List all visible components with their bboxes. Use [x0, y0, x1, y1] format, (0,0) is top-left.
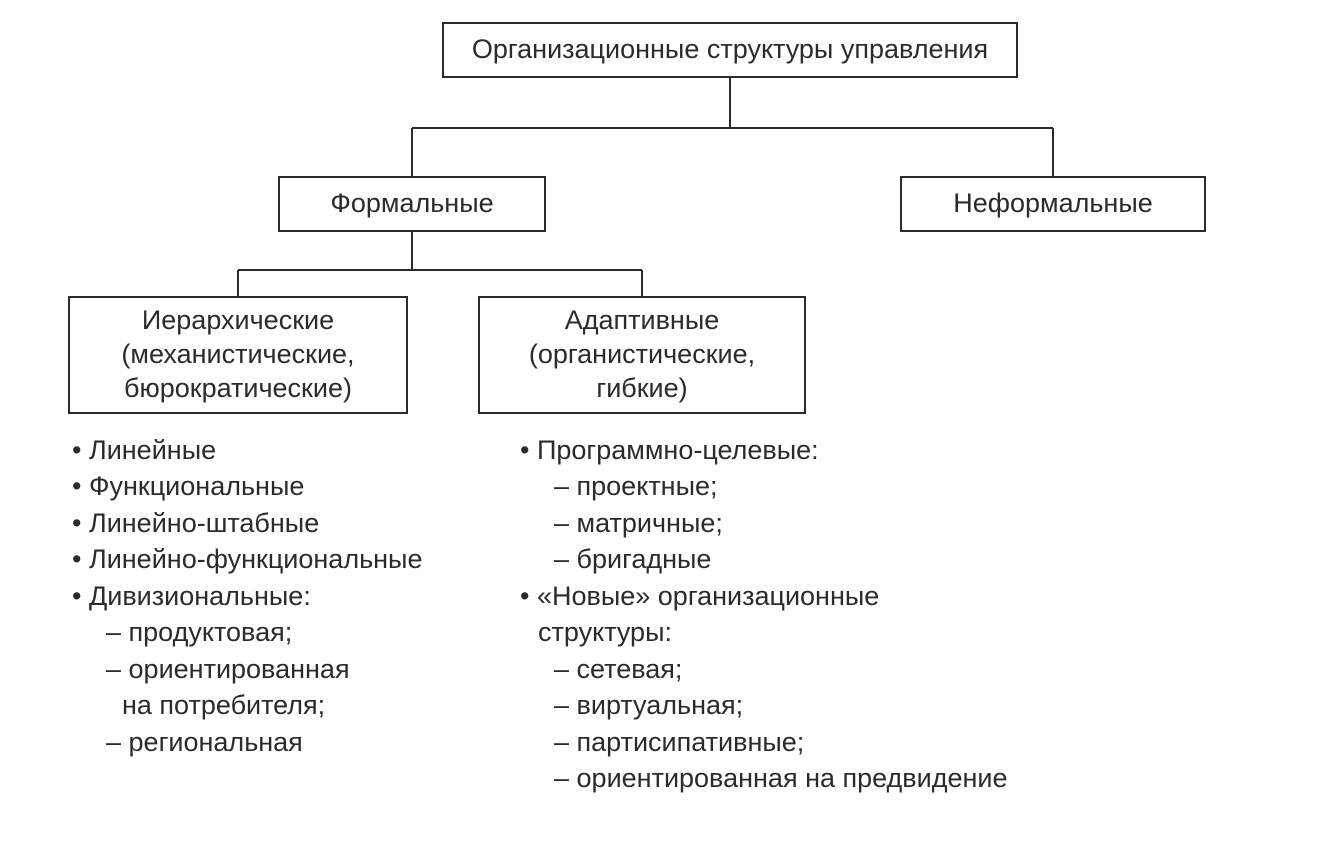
list-item: матричные;	[520, 505, 1008, 541]
list-item: продуктовая;	[72, 614, 422, 650]
list-item: партисипативные;	[520, 724, 1008, 760]
list-item: на потребителя;	[72, 687, 422, 723]
node-root-label: Организационные структуры управления	[472, 33, 988, 67]
list-item: ориентированная на предвидение	[520, 760, 1008, 796]
node-hier-line2: (механистические,	[121, 339, 354, 369]
list-item: Дивизиональные:	[72, 578, 422, 614]
node-adaptive-label: Адаптивные (органистические, гибкие)	[529, 304, 755, 405]
node-formal: Формальные	[278, 176, 546, 232]
list-item: бригадные	[520, 541, 1008, 577]
node-adapt-line2: (органистические,	[529, 339, 755, 369]
node-adaptive: Адаптивные (органистические, гибкие)	[478, 296, 806, 414]
list-item: региональная	[72, 724, 422, 760]
list-item: Линейные	[72, 432, 422, 468]
node-formal-label: Формальные	[330, 187, 493, 221]
node-hier-line1: Иерархические	[142, 305, 334, 335]
hierarchical-list: ЛинейныеФункциональныеЛинейно-штабныеЛин…	[72, 432, 422, 760]
node-hierarchical-label: Иерархические (механистические, бюрократ…	[121, 304, 354, 405]
list-item: виртуальная;	[520, 687, 1008, 723]
list-item: «Новые» организационные	[520, 578, 1008, 614]
list-item: структуры:	[520, 614, 1008, 650]
node-root: Организационные структуры управления	[442, 22, 1018, 78]
list-item: Программно-целевые:	[520, 432, 1008, 468]
node-hier-line3: бюрократические)	[124, 373, 352, 403]
list-item: проектные;	[520, 468, 1008, 504]
node-adapt-line1: Адаптивные	[565, 305, 720, 335]
list-item: ориентированная	[72, 651, 422, 687]
list-item: Функциональные	[72, 468, 422, 504]
node-adapt-line3: гибкие)	[596, 373, 687, 403]
node-informal: Неформальные	[900, 176, 1206, 232]
adaptive-list: Программно-целевые:проектные;матричные;б…	[520, 432, 1008, 796]
list-item: Линейно-функциональные	[72, 541, 422, 577]
node-hierarchical: Иерархические (механистические, бюрократ…	[68, 296, 408, 414]
node-informal-label: Неформальные	[953, 187, 1153, 221]
list-item: сетевая;	[520, 651, 1008, 687]
diagram-stage: Организационные структуры управления Фор…	[0, 0, 1343, 854]
list-item: Линейно-штабные	[72, 505, 422, 541]
